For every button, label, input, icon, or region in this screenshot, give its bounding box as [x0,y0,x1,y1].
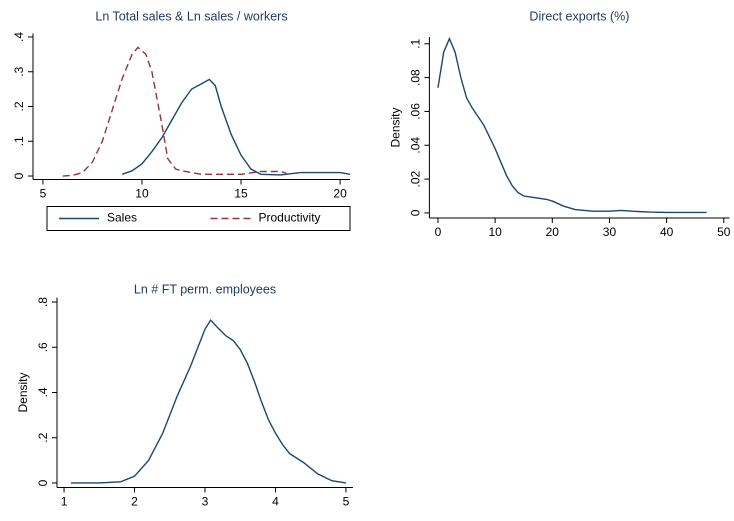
y-tick-label: .1 [12,136,26,146]
y-tick-label: .8 [36,297,50,307]
x-tick-label: 5 [343,495,350,509]
y-tick-label: .4 [12,32,26,42]
x-tick-label: 10 [488,225,502,239]
y-tick-label: .1 [409,38,423,48]
chart-title: Direct exports (%) [529,9,629,23]
y-tick-label: .06 [409,103,423,120]
y-tick-label: 0 [12,172,26,179]
y-tick-label: .08 [409,69,423,86]
y-tick-label: .02 [409,170,423,187]
x-tick-label: 20 [333,187,347,201]
x-tick-label: 2 [131,495,138,509]
legend-label: Productivity [259,211,321,225]
y-tick-label: .04 [409,137,423,154]
y-tick-label: 0 [409,209,423,216]
x-tick-label: 5 [40,187,47,201]
y-tick-label: 0 [36,479,50,486]
x-tick-label: 15 [234,187,248,201]
x-tick-label: 3 [202,495,209,509]
density-line [437,36,707,214]
y-tick-label: .2 [12,101,26,111]
y-axis-label: Density [16,372,30,412]
density-line [71,318,347,484]
x-tick-label: 10 [135,187,149,201]
y-tick-label: .3 [12,66,26,76]
x-tick-label: 4 [272,495,279,509]
x-tick-label: 30 [603,225,617,239]
density-line [121,78,351,176]
y-axis-label: Density [389,107,403,147]
chart-title: Ln # FT perm. employees [134,282,276,296]
y-tick-label: .2 [36,432,50,442]
x-tick-label: 40 [660,225,674,239]
legend-label: Sales [107,211,137,225]
x-tick-label: 50 [717,225,731,239]
x-tick-label: 20 [546,225,560,239]
y-tick-label: .6 [36,342,50,352]
y-tick-label: .4 [36,387,50,397]
x-tick-label: 0 [435,225,442,239]
density-line [62,46,287,177]
chart-title: Ln Total sales & Ln sales / workers [95,9,287,23]
x-tick-label: 1 [61,495,68,509]
